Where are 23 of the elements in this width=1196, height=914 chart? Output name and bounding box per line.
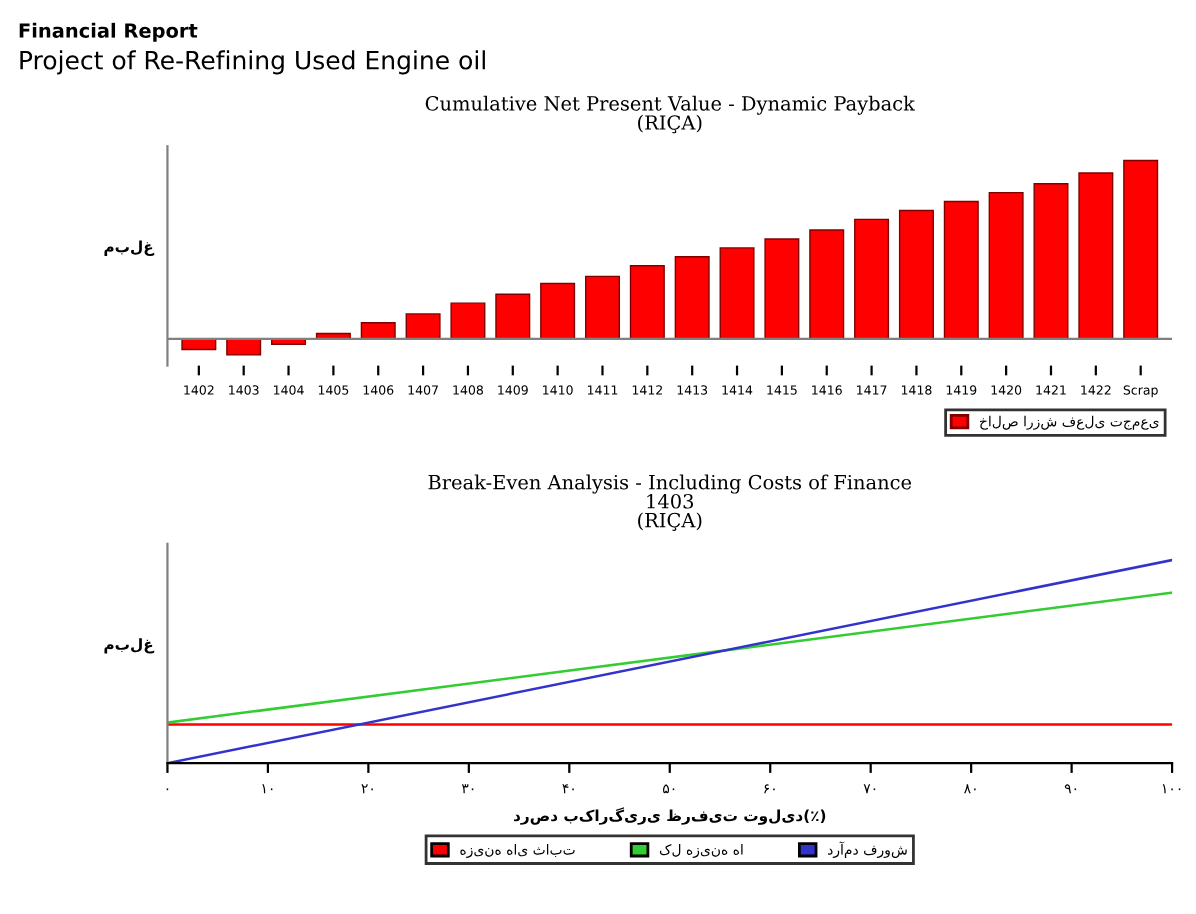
bar [1033,182,1069,340]
bar [495,293,531,340]
bar [943,200,979,340]
bar [226,338,262,356]
bar [584,275,620,340]
bar [719,247,755,340]
bar [1123,159,1159,340]
bar [674,256,710,340]
bar [1078,172,1114,340]
chart-title: Cumulative Net Present Value - Dynamic Payback (RIÇA) [425,95,916,134]
chart-title: Break-Even Analysis - Including Costs of Finance 1403 (RIÇA) [428,474,912,531]
bar [450,302,486,340]
bar [540,282,576,340]
bar [809,229,845,340]
bar [629,265,665,340]
bar [764,238,800,340]
text: Project of Re-Refining Used Engine oil [20,50,485,75]
bar [360,322,396,340]
bar [854,218,890,340]
bar [988,191,1024,340]
bar [898,209,934,340]
bar [405,313,441,340]
text: Financial Report [19,22,198,42]
